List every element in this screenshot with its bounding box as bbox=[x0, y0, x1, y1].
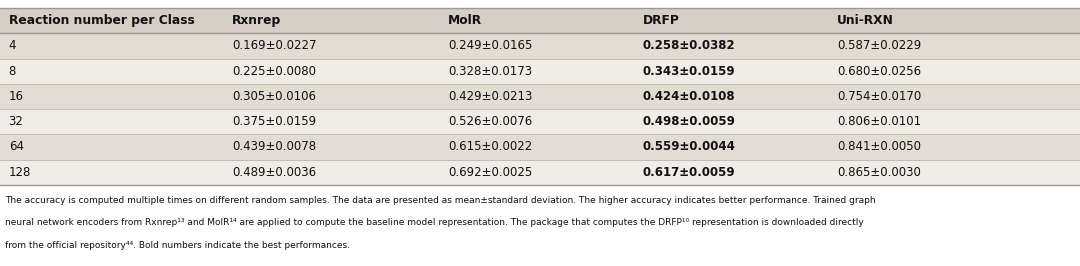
Text: 16: 16 bbox=[9, 90, 24, 103]
Text: MolR: MolR bbox=[448, 14, 483, 27]
Bar bbox=[0, 84, 1080, 109]
Text: 0.526±0.0076: 0.526±0.0076 bbox=[448, 115, 532, 128]
Text: neural network encoders from Rxnrep¹³ and MolR¹⁴ are applied to compute the base: neural network encoders from Rxnrep¹³ an… bbox=[5, 218, 864, 227]
Text: 0.429±0.0213: 0.429±0.0213 bbox=[448, 90, 532, 103]
Text: 0.343±0.0159: 0.343±0.0159 bbox=[643, 65, 735, 78]
Text: 0.439±0.0078: 0.439±0.0078 bbox=[232, 140, 316, 153]
Bar bbox=[0, 160, 1080, 185]
Text: 0.489±0.0036: 0.489±0.0036 bbox=[232, 166, 316, 179]
Text: 0.587±0.0229: 0.587±0.0229 bbox=[837, 39, 921, 52]
Text: Reaction number per Class: Reaction number per Class bbox=[9, 14, 194, 27]
Text: Rxnrep: Rxnrep bbox=[232, 14, 282, 27]
Bar bbox=[0, 8, 1080, 33]
Text: The accuracy is computed multiple times on different random samples. The data ar: The accuracy is computed multiple times … bbox=[5, 196, 876, 205]
Bar bbox=[0, 134, 1080, 160]
Text: 0.865±0.0030: 0.865±0.0030 bbox=[837, 166, 921, 179]
Text: from the official repository⁴⁴. Bold numbers indicate the best performances.: from the official repository⁴⁴. Bold num… bbox=[5, 241, 350, 250]
Text: DRFP: DRFP bbox=[643, 14, 679, 27]
Text: 0.424±0.0108: 0.424±0.0108 bbox=[643, 90, 735, 103]
Text: 8: 8 bbox=[9, 65, 16, 78]
Text: 0.559±0.0044: 0.559±0.0044 bbox=[643, 140, 735, 153]
Bar bbox=[0, 109, 1080, 134]
Text: 0.169±0.0227: 0.169±0.0227 bbox=[232, 39, 316, 52]
Text: 4: 4 bbox=[9, 39, 16, 52]
Bar bbox=[0, 33, 1080, 59]
Text: 0.841±0.0050: 0.841±0.0050 bbox=[837, 140, 921, 153]
Text: 0.225±0.0080: 0.225±0.0080 bbox=[232, 65, 316, 78]
Text: Uni-RXN: Uni-RXN bbox=[837, 14, 894, 27]
Text: 0.305±0.0106: 0.305±0.0106 bbox=[232, 90, 316, 103]
Text: 0.249±0.0165: 0.249±0.0165 bbox=[448, 39, 532, 52]
Text: 0.692±0.0025: 0.692±0.0025 bbox=[448, 166, 532, 179]
Text: 0.754±0.0170: 0.754±0.0170 bbox=[837, 90, 921, 103]
Text: 64: 64 bbox=[9, 140, 24, 153]
Text: 0.617±0.0059: 0.617±0.0059 bbox=[643, 166, 735, 179]
Text: 128: 128 bbox=[9, 166, 31, 179]
Text: 0.328±0.0173: 0.328±0.0173 bbox=[448, 65, 532, 78]
Text: 0.680±0.0256: 0.680±0.0256 bbox=[837, 65, 921, 78]
Bar bbox=[0, 59, 1080, 84]
Text: 32: 32 bbox=[9, 115, 24, 128]
Text: 0.498±0.0059: 0.498±0.0059 bbox=[643, 115, 735, 128]
Text: 0.375±0.0159: 0.375±0.0159 bbox=[232, 115, 316, 128]
Text: 0.615±0.0022: 0.615±0.0022 bbox=[448, 140, 532, 153]
Text: 0.258±0.0382: 0.258±0.0382 bbox=[643, 39, 735, 52]
Text: 0.806±0.0101: 0.806±0.0101 bbox=[837, 115, 921, 128]
